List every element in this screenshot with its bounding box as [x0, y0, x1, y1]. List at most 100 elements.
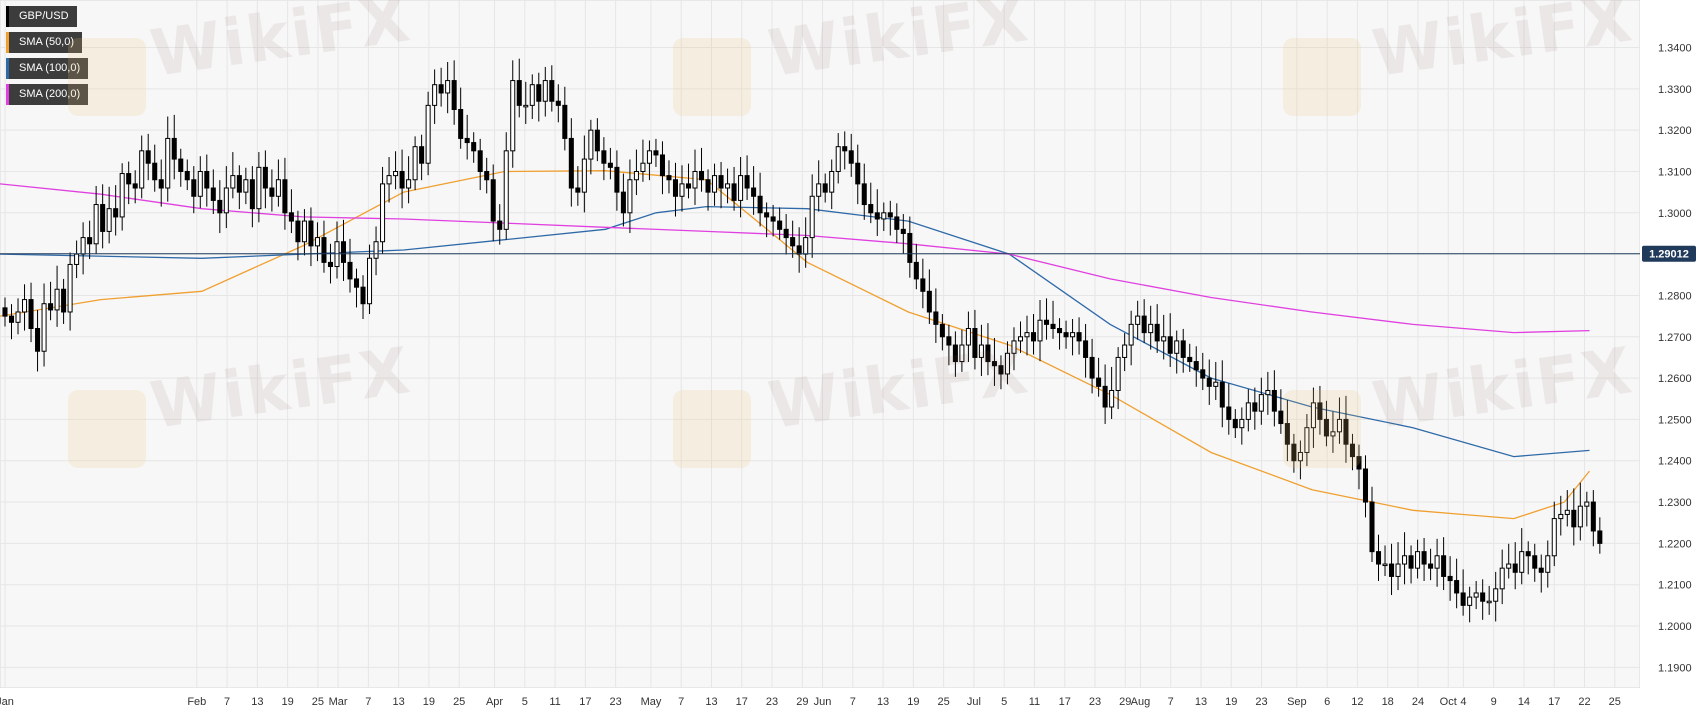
candle: [725, 168, 731, 204]
candle-body: [907, 232, 913, 263]
candle: [1428, 548, 1434, 581]
candle-body: [451, 80, 457, 111]
candle: [1245, 389, 1251, 432]
candle: [1226, 383, 1232, 435]
candle: [327, 243, 333, 284]
candle: [445, 61, 451, 114]
candle: [614, 150, 620, 211]
current-price-label: 1.29012: [1649, 249, 1689, 261]
candle: [1590, 490, 1596, 547]
candle: [458, 87, 464, 149]
candle-body: [425, 104, 431, 164]
candle: [1219, 360, 1225, 428]
x-tick-label: 11: [1029, 696, 1040, 708]
candle-body: [458, 109, 464, 139]
candle-body: [1297, 451, 1303, 462]
candle: [1512, 542, 1518, 590]
legend-item[interactable]: SMA (200,0): [6, 84, 89, 105]
x-tick-label: 9: [1491, 696, 1497, 708]
candle-body: [692, 170, 698, 189]
candle: [1044, 298, 1050, 340]
x-tick-label: 23: [610, 696, 622, 708]
x-tick-label: Jun: [814, 696, 832, 708]
x-tick-label: 22: [1578, 696, 1590, 708]
candle-body: [353, 278, 360, 288]
candle: [861, 163, 867, 220]
candle-body: [712, 175, 718, 193]
x-tick-label: 7: [678, 696, 684, 708]
candle: [874, 189, 880, 236]
candle: [1525, 541, 1531, 575]
candle-body: [978, 344, 984, 358]
candle: [249, 166, 255, 228]
candle: [28, 282, 34, 343]
candle-body: [1206, 377, 1212, 387]
candle: [132, 170, 138, 204]
candle-body: [627, 179, 633, 214]
candle-body: [158, 179, 164, 189]
candle: [1369, 486, 1375, 562]
candle: [243, 167, 249, 205]
candle: [1493, 571, 1499, 622]
candle: [236, 165, 242, 210]
candle-body: [406, 179, 412, 189]
candle: [490, 164, 496, 242]
legend-item[interactable]: SMA (50,0): [6, 32, 83, 53]
candle-body: [510, 80, 516, 152]
candle-body: [321, 237, 327, 263]
x-tick-label: 7: [224, 696, 230, 708]
candle-body: [848, 150, 854, 164]
candle-body: [327, 261, 333, 268]
candle-body: [1278, 410, 1284, 425]
candle-body: [1109, 389, 1115, 408]
legend-item[interactable]: GBP/USD: [6, 6, 77, 27]
candle: [581, 135, 587, 213]
plot-background: [0, 0, 1641, 689]
candle: [1545, 540, 1551, 588]
x-tick-label: 19: [1225, 696, 1237, 708]
candle-body: [1512, 563, 1518, 573]
candle-body: [223, 187, 229, 214]
candle: [848, 133, 854, 177]
candle: [1148, 305, 1154, 350]
candle: [1336, 397, 1342, 444]
candle: [1564, 490, 1570, 527]
legend-item[interactable]: SMA (100,0): [6, 58, 89, 79]
x-tick-label: 4: [1460, 696, 1466, 708]
candle-body: [1460, 592, 1466, 606]
candle-body: [803, 237, 809, 255]
candle: [432, 69, 438, 124]
candle: [1571, 488, 1577, 546]
x-tick-label: 23: [1089, 696, 1101, 708]
candle-body: [1167, 336, 1173, 354]
candle: [1063, 320, 1069, 349]
candle: [1154, 304, 1160, 353]
candle: [464, 114, 470, 160]
candle-body: [119, 173, 125, 218]
candle: [809, 174, 815, 258]
candle-body: [1219, 381, 1225, 408]
candle-body: [809, 195, 815, 239]
candle-body: [269, 187, 275, 197]
candle: [61, 278, 67, 324]
candle: [1050, 300, 1056, 339]
candle: [978, 324, 984, 377]
candle: [301, 209, 307, 256]
y-tick-label: 1.2500: [1658, 414, 1692, 426]
candle-body: [672, 179, 679, 197]
x-tick-label: 13: [393, 696, 405, 708]
candle: [353, 268, 360, 308]
candle-body: [1187, 356, 1193, 363]
current-price-marker: 1.29012: [0, 245, 1696, 262]
candle: [145, 133, 151, 181]
candle: [1161, 314, 1167, 360]
candle-body: [100, 204, 106, 232]
candle: [1558, 495, 1564, 536]
candle-body: [28, 299, 34, 330]
candle-body: [1454, 580, 1460, 594]
candle: [1597, 517, 1603, 554]
candle: [907, 216, 913, 278]
candle-body: [152, 162, 158, 181]
